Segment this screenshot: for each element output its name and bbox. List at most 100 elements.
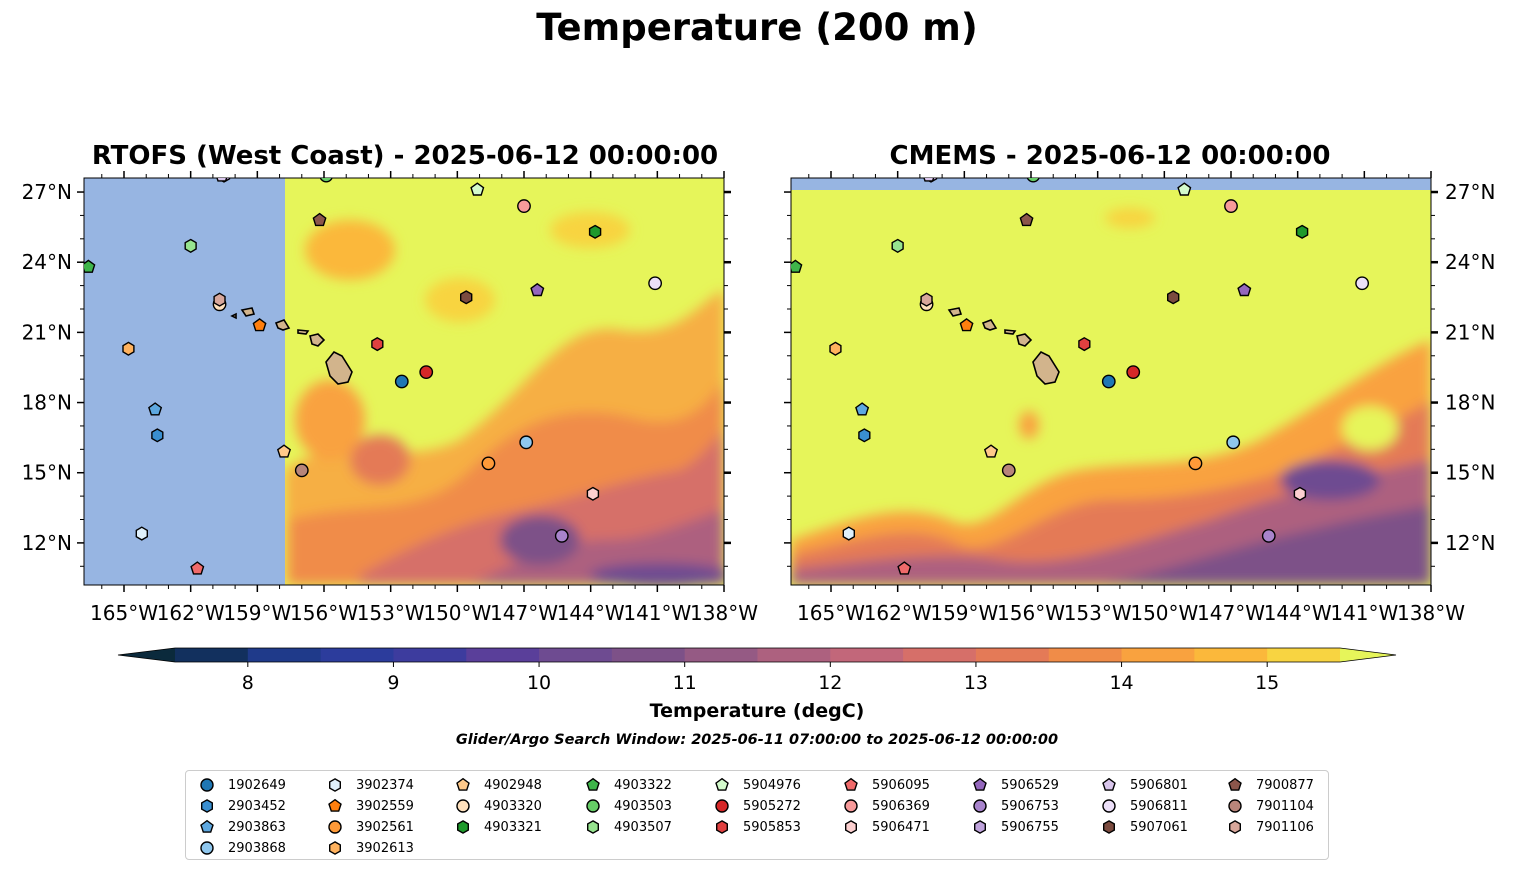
left-axes-frame: [83, 177, 725, 586]
float-marker-5904976: [470, 182, 485, 196]
float-marker-2903863: [148, 402, 163, 416]
legend-marker-icon: [1102, 799, 1116, 813]
colorbar-segment: [830, 648, 904, 662]
lon-tick-label: 159°W: [223, 601, 291, 625]
lat-tick-label: 15°N: [22, 461, 72, 485]
figure-title: Temperature (200 m): [536, 6, 978, 49]
colorbar-segment: [1048, 648, 1123, 662]
colorbar-tick-label: 14: [1109, 672, 1133, 694]
legend-marker-icon: [844, 777, 858, 791]
legend-label: 4902948: [484, 777, 542, 793]
lat-tick-label: 12°N: [1445, 531, 1495, 555]
colorbar-segment: [757, 648, 831, 662]
rtofs-field: [84, 178, 724, 585]
lon-tick-label: 162°W: [864, 601, 932, 625]
float-marker-5906811: [1355, 276, 1370, 291]
legend-marker-icon: [587, 820, 600, 834]
legend-item: 3902559: [326, 796, 414, 816]
float-marker-2903863: [855, 402, 870, 416]
lat-tick-label: 21°N: [1445, 320, 1495, 344]
colorbar-max-extension: [1340, 648, 1396, 662]
legend-marker: [845, 820, 858, 834]
lon-tick-label: 156°W: [997, 601, 1065, 625]
lon-tick-label: 165°W: [90, 601, 158, 625]
lon-tick-label: 141°W: [1330, 601, 1398, 625]
float-marker-3902559: [252, 318, 267, 332]
float-marker-7901104: [1001, 463, 1016, 478]
float-marker-5906801: [923, 178, 935, 182]
search-window-note: Glider/Argo Search Window: 2025-06-11 07…: [455, 732, 1059, 748]
colorbar-segment: [320, 648, 394, 662]
legend-marker: [587, 820, 600, 834]
legend-marker-icon: [200, 778, 214, 792]
float-marker-7901104: [294, 463, 309, 478]
float-marker-5906095: [897, 561, 912, 575]
float-marker-5905272: [1126, 365, 1141, 380]
float-marker-5906753: [1261, 528, 1276, 543]
legend-marker-icon: [456, 799, 470, 813]
colorbar-segment: [1267, 648, 1341, 662]
legend-marker-icon: [586, 777, 600, 791]
lon-tick-label: 150°W: [423, 601, 491, 625]
legend-label: 5904976: [743, 777, 801, 793]
lon-tick-label: 153°W: [1064, 601, 1132, 625]
legend-item: 5906811: [1100, 796, 1188, 816]
legend-marker: [329, 778, 342, 792]
float-marker-7900877: [312, 212, 327, 227]
map-panels: 165°W162°W159°W156°W153°W150°W147°W144°W…: [22, 171, 1495, 625]
panel-title-cmems: CMEMS - 2025-06-12 00:00:00: [889, 141, 1331, 171]
colorbar-segment: [539, 648, 613, 662]
legend-item: 2903452: [198, 796, 286, 816]
legend-label: 7901106: [1256, 819, 1314, 835]
legend-marker-icon: [715, 799, 729, 813]
legend-marker: [200, 819, 214, 833]
float-marker-1902649: [1101, 374, 1116, 389]
legend-marker: [844, 799, 858, 813]
lon-tick-label: 156°W: [290, 601, 358, 625]
legend-label: 5906369: [872, 798, 930, 814]
legend-marker: [586, 777, 600, 791]
colorbar-segment: [1194, 648, 1268, 662]
colorbar-segment: [903, 648, 977, 662]
legend-label: 5907061: [1130, 819, 1188, 835]
legend-item: 5906529: [971, 775, 1059, 795]
legend-marker: [715, 799, 729, 813]
float-marker-5906529: [1237, 282, 1252, 297]
colorbar-segment: [684, 648, 758, 662]
legend-item: 5907061: [1100, 817, 1188, 837]
float-marker-5906811: [648, 276, 663, 291]
legend-marker-icon: [200, 841, 214, 855]
legend-item: 4903503: [584, 796, 672, 816]
legend-marker: [201, 799, 214, 813]
colorbar: 8 9 10 11 12 13 14 15: [117, 647, 1397, 694]
legend-marker: [586, 799, 600, 813]
legend-marker: [1228, 799, 1242, 813]
legend-item: 5906095: [842, 775, 930, 795]
colorbar-segment: [1121, 648, 1195, 662]
lon-tick-label: 138°W: [1397, 601, 1465, 625]
legend-item: 5906369: [842, 796, 930, 816]
lon-tick-label: 153°W: [357, 601, 425, 625]
legend-item: 7901104: [1226, 796, 1314, 816]
float-marker-5907061: [460, 290, 473, 305]
float-marker-5907061: [1166, 290, 1180, 305]
legend-item: 3902561: [326, 817, 414, 837]
float-marker-5906471: [586, 486, 600, 501]
lat-tick-label: 18°N: [1445, 391, 1495, 415]
legend-marker: [1229, 820, 1242, 834]
colorbar-tick-label: 15: [1255, 672, 1279, 694]
legend-label: 4903320: [484, 798, 542, 814]
legend-label: 3902613: [356, 840, 414, 856]
legend-marker-icon: [1103, 820, 1116, 834]
colorbar-outline: [117, 647, 1397, 663]
float-marker-2903452: [151, 428, 164, 443]
legend-label: 5905272: [743, 798, 801, 814]
legend-item: 5906755: [971, 817, 1059, 837]
legend-marker-icon: [200, 819, 214, 833]
colorbar-segment: [611, 648, 686, 662]
legend-label: 5905853: [743, 819, 801, 835]
lon-tick-label: 162°W: [157, 601, 225, 625]
float-marker-3902374: [135, 526, 149, 541]
legend-item: 4903322: [584, 775, 672, 795]
lon-tick-label: 150°W: [1130, 601, 1198, 625]
